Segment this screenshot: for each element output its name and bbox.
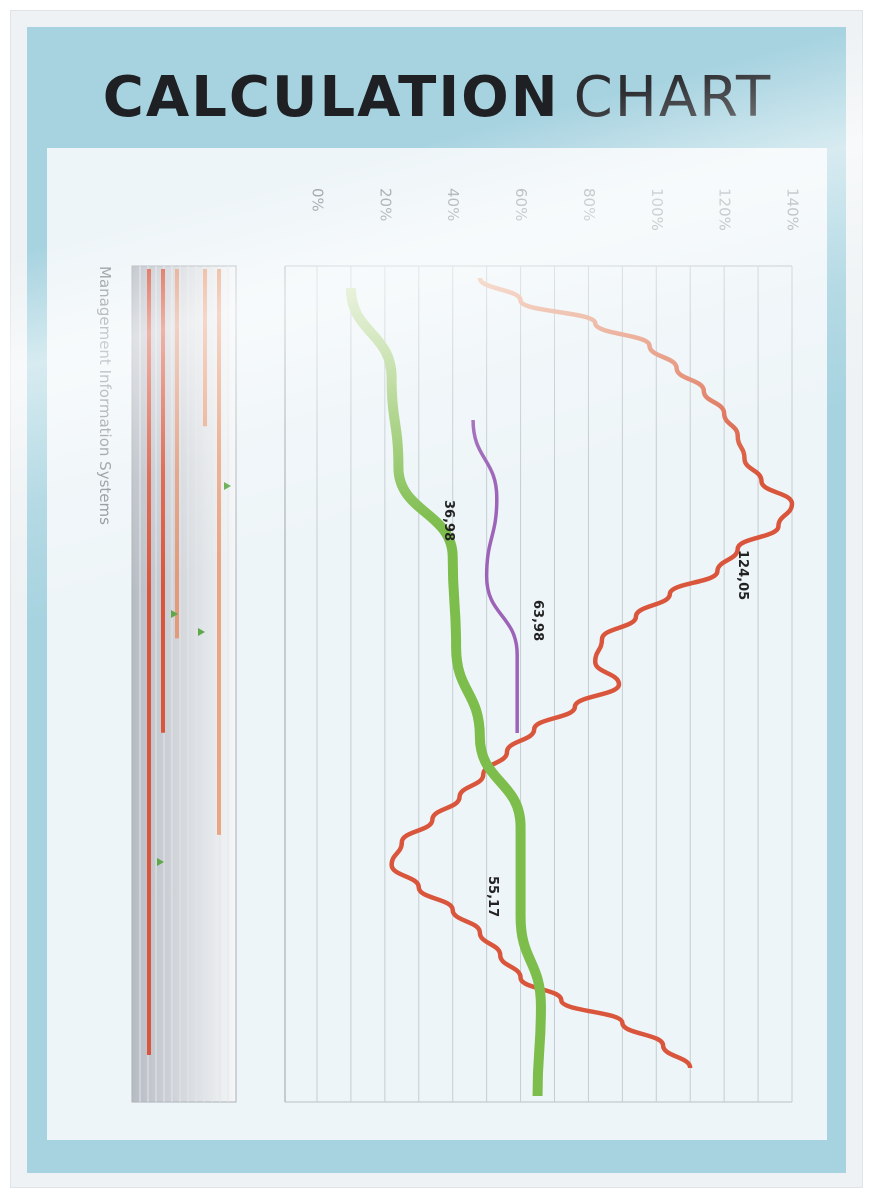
tick-label: 120% xyxy=(716,188,734,231)
title-light-part: CHART xyxy=(573,65,773,130)
data-label: 36,98 xyxy=(441,500,456,541)
data-label: 63,98 xyxy=(530,600,545,641)
series-line-purple xyxy=(471,419,519,733)
tick-label: 60% xyxy=(512,188,530,221)
chart-svg: 0% 20% 40% 60% 80% 100% 120% 140% 124,05 36,98 63,… xyxy=(96,188,802,1103)
series-line-red xyxy=(389,277,795,1069)
side-label: Management Information Systems xyxy=(96,266,114,525)
tick-label: 140% xyxy=(784,188,802,231)
chart-card: 0% 20% 40% 60% 80% 100% 120% 140% 124,05 36,98 63,… xyxy=(47,148,827,1140)
title-bold-part: CALCULATION xyxy=(102,65,560,130)
chart-title: CALCULATION CHART xyxy=(10,70,865,126)
data-label: 55,17 xyxy=(485,876,500,917)
tick-label: 20% xyxy=(376,188,394,221)
tick-label: 100% xyxy=(648,188,666,231)
tick-label: 80% xyxy=(580,188,598,221)
data-label: 124,05 xyxy=(735,550,750,600)
series-line-green xyxy=(345,287,546,1097)
tick-label: 0% xyxy=(309,188,327,212)
tick-label: 40% xyxy=(444,188,462,221)
